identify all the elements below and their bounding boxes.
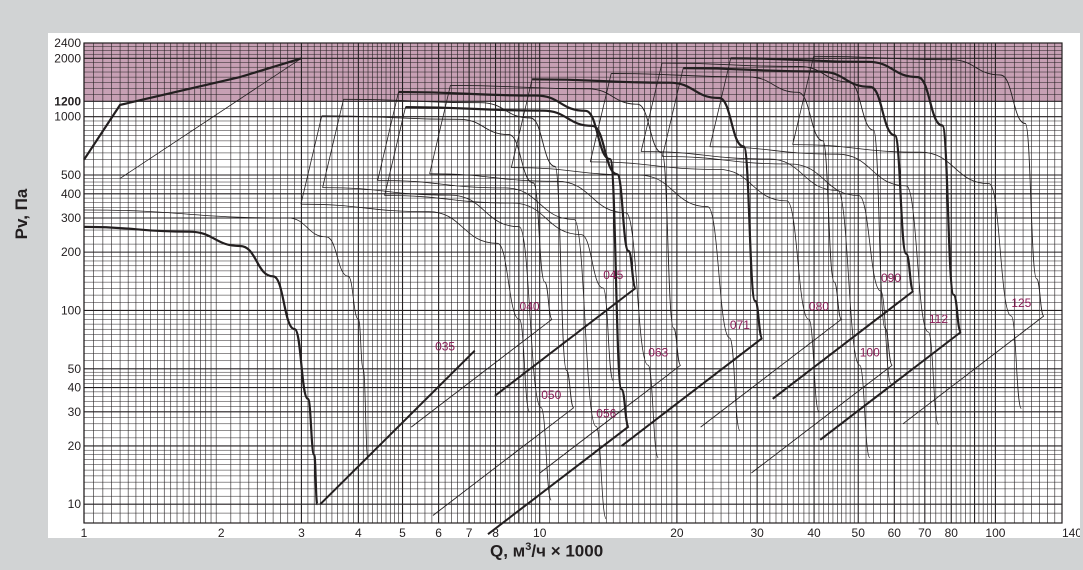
curve-080-min (590, 161, 820, 413)
curve-040-max (321, 115, 553, 320)
x-tick-label: 5 (399, 526, 406, 538)
curve-035-upper (119, 57, 302, 179)
curve-071-min (511, 167, 741, 431)
x-axis-title: Q, м3/ч × 1000 (490, 541, 603, 562)
curve-071-lower (620, 337, 763, 447)
curve-071-upper (510, 79, 533, 168)
curve-040-upper (300, 115, 323, 205)
size-label-100: 100 (860, 345, 880, 359)
size-label-080: 080 (809, 299, 829, 313)
curve-040-lower (410, 318, 553, 428)
x-tick-label: 70 (918, 526, 932, 538)
x-tick-label: 140 (1062, 526, 1080, 538)
curve-056-lower (487, 425, 630, 535)
y-tick-label: 30 (68, 405, 82, 419)
y-tick-label: 1000 (54, 110, 81, 124)
y-tick-label: 40 (68, 381, 82, 395)
x-tick-label: 3 (298, 526, 305, 538)
curve-125-max (813, 55, 1045, 317)
curve-063-min (429, 173, 659, 458)
size-label-050: 050 (541, 388, 561, 402)
x-tick-label: 60 (888, 526, 902, 538)
curve-035-top (83, 57, 302, 161)
curve-080-max (611, 73, 842, 320)
curve-100-upper (640, 63, 663, 152)
curve-080-upper (589, 73, 612, 162)
size-label-035: 035 (435, 340, 455, 354)
x-axis-title-unit: /ч × 1000 (531, 541, 604, 561)
y-tick-label: 1200 (54, 94, 81, 108)
curve-090-lower (772, 290, 915, 400)
curve-045-min (384, 195, 614, 381)
y-tick-label: 500 (61, 168, 81, 182)
curve-112-max (730, 57, 962, 334)
y-tick-label: 100 (61, 303, 81, 317)
y-tick-label: 20 (68, 439, 82, 453)
size-label-090: 090 (881, 271, 901, 285)
curve-090-max (683, 67, 915, 293)
size-label-112: 112 (929, 312, 948, 326)
x-axis-title-superscript: 3 (525, 541, 532, 553)
x-tick-label: 1 (81, 526, 88, 538)
size-label-071: 071 (730, 318, 750, 332)
x-tick-label: 7 (466, 526, 473, 538)
y-tick-label: 10 (68, 497, 82, 511)
curve-035-max (83, 225, 319, 506)
y-tick-label: 400 (61, 187, 81, 201)
curve-056-upper (377, 91, 399, 181)
size-label-125: 125 (1011, 296, 1031, 310)
curve-112-lower (819, 331, 962, 441)
curve-063-upper (429, 85, 451, 174)
plot-frame (83, 42, 1063, 524)
x-tick-label: 50 (852, 526, 866, 538)
curve-045-max (405, 106, 637, 290)
curve-050-lower (432, 407, 574, 516)
x-axis-title-base: Q, м (490, 541, 526, 561)
curve-125-lower (902, 315, 1045, 425)
curve-063-max (450, 84, 682, 366)
size-label-045: 045 (603, 268, 623, 282)
curve-112-min (709, 146, 939, 425)
curve-050-upper (322, 99, 344, 188)
y-tick-label: 50 (68, 362, 82, 376)
curve-071-max (532, 78, 764, 340)
y-tick-label: 2400 (54, 36, 81, 50)
chart-panel: 1 2 3 4 5 6 7 8 10 20 30 40 50 60 70 80 100 140 10 20 30 40 50… (48, 33, 1080, 538)
curve-056-max (398, 90, 630, 428)
size-label-056: 056 (596, 407, 616, 421)
curve-100-lower (751, 364, 893, 474)
x-tick-label: 8 (492, 526, 499, 538)
curve-080-lower (700, 318, 842, 428)
y-tick-label: 300 (61, 211, 81, 225)
curve-063-lower (539, 364, 681, 474)
fan-performance-chart: 1 2 3 4 5 6 7 8 10 20 30 40 50 60 70 80 100 140 10 20 30 40 50… (54, 36, 1080, 538)
x-tick-label: 10 (533, 526, 547, 538)
x-tick-label: 20 (670, 526, 684, 538)
curve-035-lower (319, 349, 476, 505)
curve-125-upper (792, 56, 814, 145)
curve-045-lower (494, 287, 637, 397)
curve-090-upper (662, 68, 684, 157)
size-label-063: 063 (648, 345, 668, 359)
x-tick-label: 80 (945, 526, 959, 538)
curve-112-upper (709, 58, 732, 147)
y-tick-label: 2000 (54, 51, 81, 65)
x-tick-label: 30 (750, 526, 764, 538)
x-tick-label: 4 (355, 526, 362, 538)
y-tick-label: 200 (61, 245, 81, 259)
curve-040-min (300, 203, 530, 413)
x-tick-label: 6 (435, 526, 442, 538)
x-tick-label: 2 (218, 526, 225, 538)
x-tick-label: 40 (807, 526, 821, 538)
size-label-040: 040 (520, 299, 540, 313)
y-axis-title-text: Pv, Па (12, 188, 31, 240)
curve-056-min (377, 180, 607, 520)
curve-050-max (343, 98, 575, 409)
curve-090-min (662, 156, 892, 384)
x-tick-label: 100 (985, 526, 1005, 538)
curve-100-max (661, 62, 893, 366)
curve-125-min (792, 144, 1022, 409)
curve-035-min (83, 209, 369, 460)
